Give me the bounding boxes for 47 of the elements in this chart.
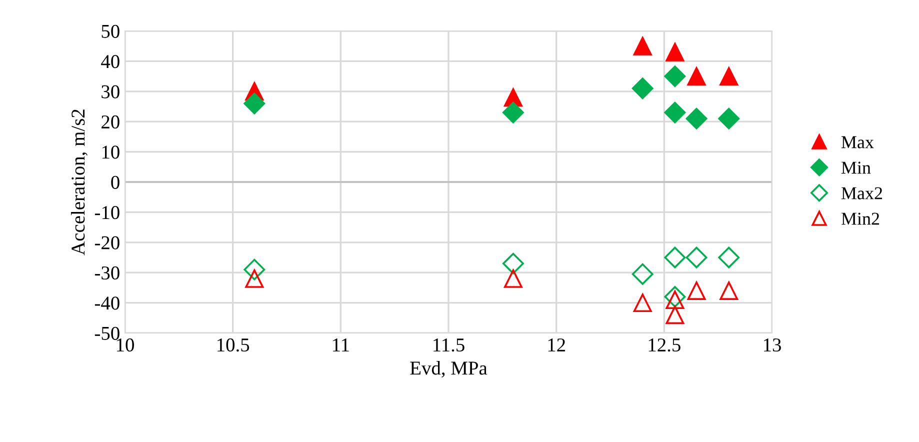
point (686, 246, 708, 268)
point (244, 92, 266, 114)
legend-label: Max2 (841, 187, 882, 200)
x-tick-label: 13 (764, 338, 781, 352)
point (664, 66, 686, 88)
y-tick-label: -10 (94, 206, 120, 220)
point (502, 252, 524, 274)
y-axis-title: Acceleration, m/s2 (71, 110, 88, 256)
y-tick-label: 40 (101, 55, 120, 68)
point (504, 269, 522, 288)
x-tick-label: 12 (548, 338, 565, 352)
point (720, 281, 738, 300)
point (718, 108, 740, 130)
y-tick-label: 20 (102, 115, 120, 129)
y-tick-label: 10 (102, 146, 120, 159)
legend-label: Min2 (841, 212, 880, 225)
x-axis-title: Evd, MPa (410, 361, 488, 378)
y-tick-label: 30 (102, 85, 120, 98)
point (244, 258, 266, 280)
y-tick-label: 50 (102, 24, 120, 38)
point (633, 36, 652, 56)
point (720, 67, 738, 86)
point (718, 246, 740, 268)
y-tick-label: -30 (94, 266, 120, 280)
x-tick-label: 10.5 (218, 338, 250, 352)
point (664, 102, 686, 124)
point (632, 78, 654, 100)
y-tick-label: 0 (111, 176, 120, 189)
x-tick-label: 12.5 (648, 338, 680, 352)
point (632, 263, 654, 285)
x-tick-label: 10 (116, 338, 134, 352)
point (664, 286, 686, 308)
point (687, 281, 706, 300)
point (633, 294, 652, 312)
y-tick-label: -40 (94, 296, 120, 310)
point (687, 67, 706, 86)
x-tick-label: 11.5 (434, 338, 464, 352)
point (666, 306, 684, 324)
point (686, 108, 708, 130)
point (666, 42, 684, 62)
x-tick-label: 11 (333, 338, 349, 352)
point (664, 246, 686, 268)
point (502, 102, 524, 124)
legend-label: Min (841, 162, 871, 174)
y-tick-label: -50 (94, 326, 120, 340)
y-tick-label: -20 (94, 236, 120, 250)
legend-label: Max (841, 136, 874, 148)
